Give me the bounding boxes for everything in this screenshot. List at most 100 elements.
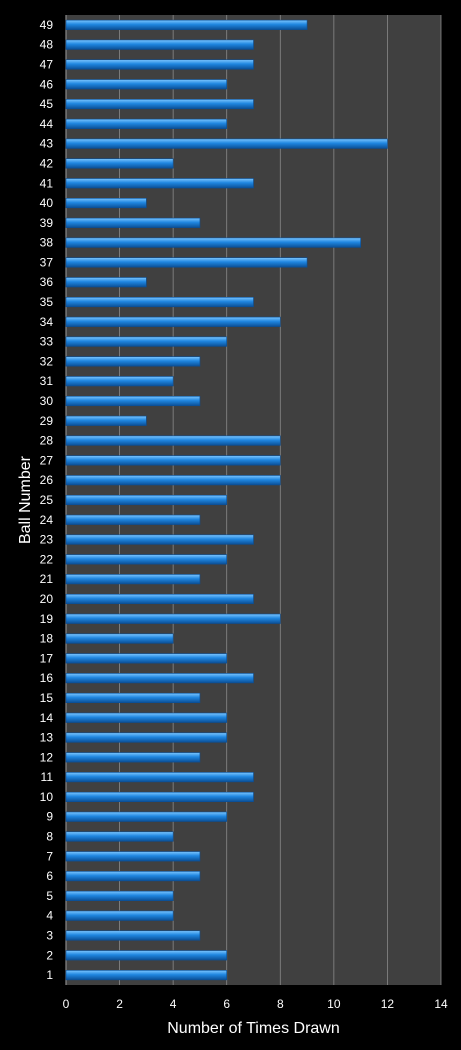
y-tick-label: 27	[40, 453, 54, 467]
bar-ball-24	[65, 514, 201, 525]
bar-ball-15	[65, 692, 201, 704]
bar-ball-27	[65, 455, 281, 466]
x-tick-label: 14	[434, 997, 448, 1011]
bar-ball-43	[65, 138, 388, 149]
y-tick-label: 4	[46, 909, 53, 923]
y-tick-label: 33	[40, 335, 54, 349]
y-tick-label: 10	[40, 790, 54, 804]
y-axis-title: Ball Number	[17, 455, 34, 544]
bar-ball-3	[65, 930, 201, 941]
bar-ball-46	[65, 79, 228, 90]
bar-ball-38	[65, 237, 361, 248]
bar-ball-22	[65, 554, 228, 565]
y-tick-label: 22	[40, 552, 54, 566]
bar-ball-8	[65, 831, 174, 842]
y-tick-label: 21	[40, 572, 54, 586]
x-axis-title: Number of Times Drawn	[167, 1020, 340, 1037]
x-tick-label: 8	[277, 997, 284, 1011]
bar-ball-11	[65, 772, 254, 783]
bar-ball-28	[65, 435, 281, 446]
y-tick-label: 30	[40, 394, 54, 408]
bar-ball-37	[65, 257, 308, 268]
y-tick-label: 29	[40, 414, 54, 428]
y-tick-label: 40	[40, 196, 54, 210]
y-tick-label: 13	[40, 731, 54, 745]
bar-ball-17	[65, 653, 228, 664]
y-tick-label: 41	[40, 176, 54, 190]
y-tick-label: 46	[40, 77, 54, 91]
bar-ball-14	[65, 712, 228, 723]
y-tick-label: 38	[40, 236, 54, 250]
bar-ball-30	[65, 395, 201, 407]
y-tick-label: 11	[41, 770, 54, 784]
y-tick-label: 25	[40, 493, 54, 507]
x-tick-label: 12	[381, 997, 395, 1011]
bar-ball-49	[65, 19, 308, 30]
bar-ball-23	[65, 534, 254, 545]
bar-ball-16	[65, 673, 254, 684]
y-tick-label: 1	[46, 968, 53, 982]
y-tick-label: 24	[40, 513, 54, 527]
bar-ball-47	[65, 59, 254, 70]
bar-ball-7	[65, 851, 201, 862]
y-tick-label: 6	[46, 869, 53, 883]
y-tick-label: 5	[46, 889, 53, 903]
bar-ball-12	[65, 752, 201, 763]
y-tick-label: 48	[40, 38, 54, 52]
bar-ball-18	[65, 633, 174, 644]
y-tick-label: 36	[40, 275, 54, 289]
y-tick-label: 2	[46, 948, 53, 962]
bar-ball-4	[65, 910, 174, 921]
y-tick-label: 42	[40, 156, 54, 170]
y-tick-label: 23	[40, 533, 54, 547]
bar-ball-25	[65, 494, 228, 506]
bar-ball-2	[65, 950, 228, 961]
bar-ball-44	[65, 118, 228, 129]
x-tick-label: 6	[223, 997, 230, 1011]
y-tick-label: 35	[40, 295, 54, 309]
bar-ball-42	[65, 158, 174, 169]
y-tick-label: 26	[40, 473, 54, 487]
bar-ball-39	[65, 217, 201, 228]
y-tick-label: 44	[40, 117, 54, 131]
bar-ball-13	[65, 732, 228, 743]
bar-ball-34	[65, 316, 281, 327]
bar-ball-48	[65, 39, 254, 50]
bar-ball-36	[65, 277, 147, 288]
bar-ball-26	[65, 475, 281, 486]
y-tick-label: 34	[40, 315, 54, 329]
y-tick-label: 18	[40, 632, 54, 646]
bar-ball-19	[65, 613, 281, 624]
bar-ball-20	[65, 593, 254, 605]
y-tick-label: 32	[40, 354, 54, 368]
bar-ball-35	[65, 296, 254, 308]
y-tick-label: 16	[40, 671, 54, 685]
bar-ball-6	[65, 871, 201, 882]
y-tick-label: 49	[40, 18, 54, 32]
y-tick-label: 43	[40, 137, 54, 151]
y-tick-label: 8	[46, 830, 53, 844]
y-tick-label: 47	[40, 57, 54, 71]
x-tick-label: 4	[170, 997, 177, 1011]
y-tick-label: 17	[40, 651, 54, 665]
bar-ball-33	[65, 336, 228, 347]
bar-ball-29	[65, 415, 147, 426]
bar-ball-10	[65, 791, 254, 802]
bar-ball-32	[65, 356, 201, 367]
y-tick-label: 9	[46, 810, 53, 824]
bar-ball-1	[65, 970, 228, 981]
bar-ball-40	[65, 198, 147, 209]
bar-ball-9	[65, 811, 228, 822]
y-tick-label: 37	[40, 255, 54, 269]
y-tick-label: 28	[40, 434, 54, 448]
y-tick-label: 45	[40, 97, 54, 111]
y-tick-label: 15	[40, 691, 54, 705]
y-tick-label: 31	[40, 374, 54, 388]
y-tick-label: 12	[40, 750, 54, 764]
bar-ball-41	[65, 178, 254, 189]
y-tick-label: 3	[46, 929, 53, 943]
y-tick-label: 19	[40, 612, 54, 626]
x-tick-label: 2	[116, 997, 123, 1011]
